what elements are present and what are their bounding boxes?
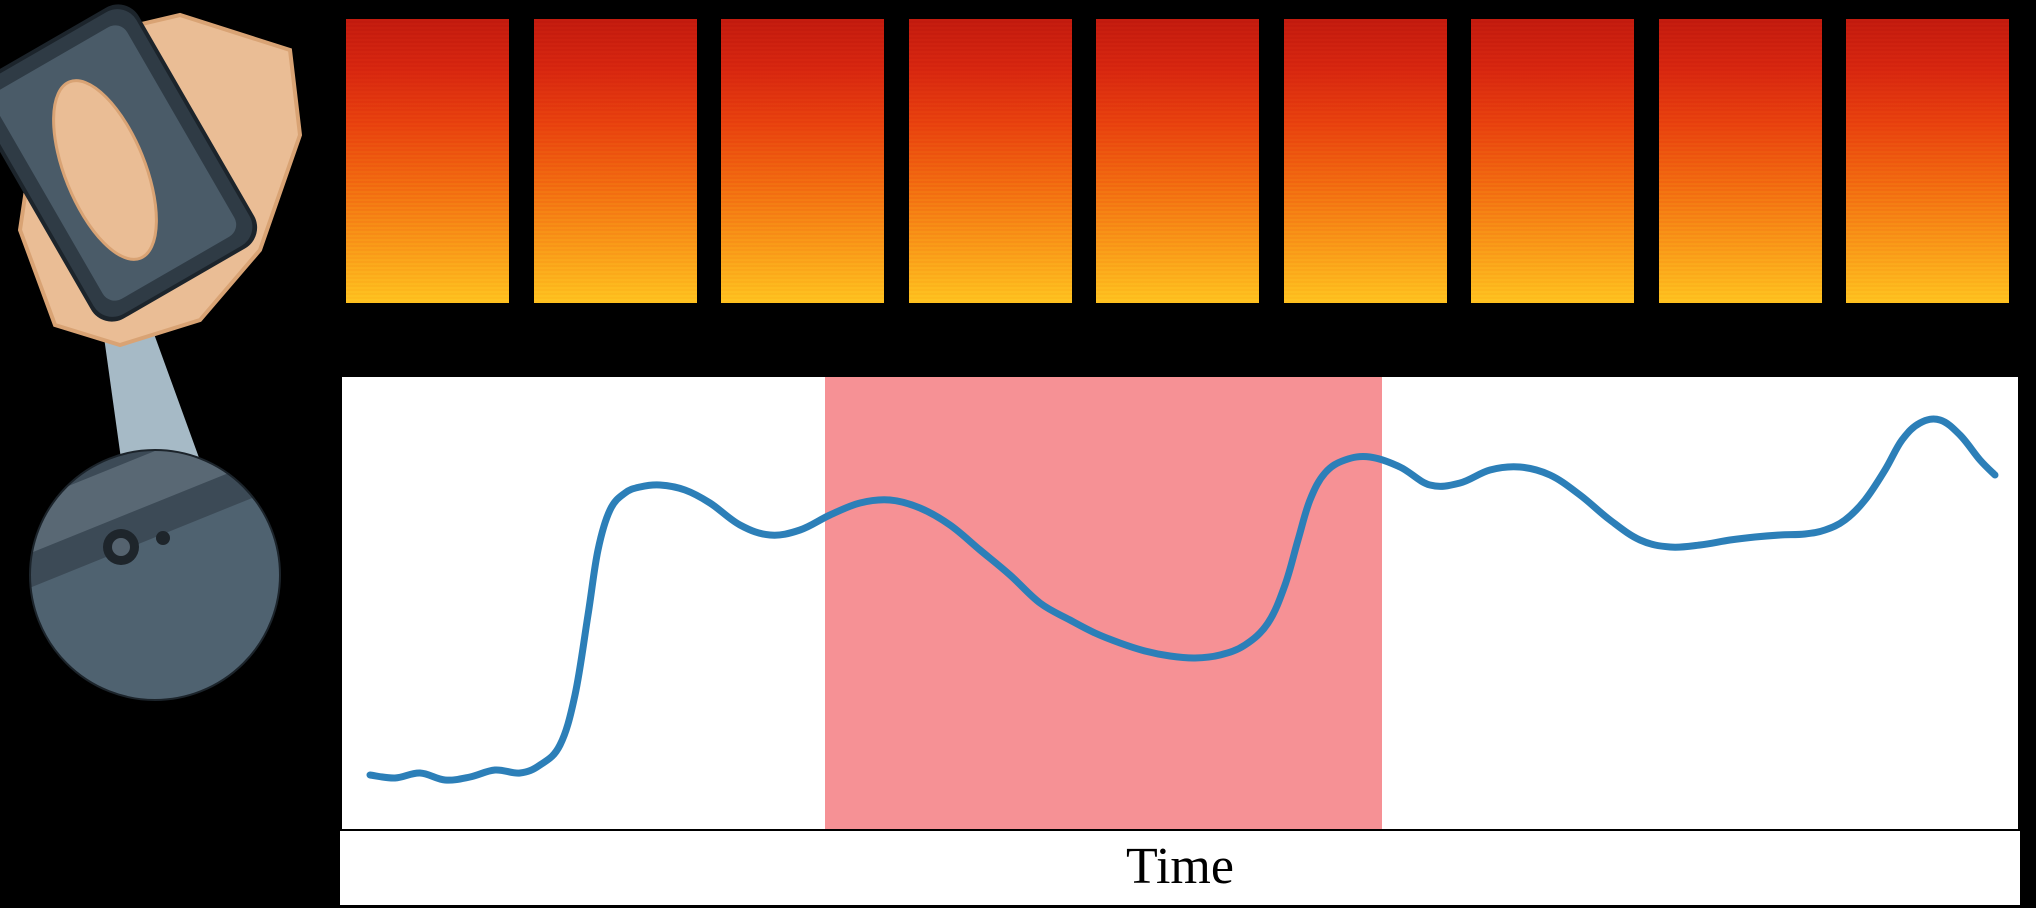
video-frame: [1845, 18, 2010, 304]
video-frame-strip: [345, 18, 2010, 304]
video-frame: [345, 18, 510, 304]
video-frame: [1283, 18, 1448, 304]
video-frame: [720, 18, 885, 304]
video-frame: [908, 18, 1073, 304]
video-frame: [533, 18, 698, 304]
x-axis-label: Time: [340, 837, 2020, 896]
phone-illustration: [0, 0, 320, 908]
plot-border: [340, 375, 2020, 831]
phone-illustration-panel: [0, 0, 320, 908]
video-frame: [1658, 18, 1823, 304]
video-frame: [1095, 18, 1260, 304]
figure-root: Time: [0, 0, 2036, 908]
video-frame: [1470, 18, 1635, 304]
timeseries-chart: Time: [340, 375, 2020, 905]
